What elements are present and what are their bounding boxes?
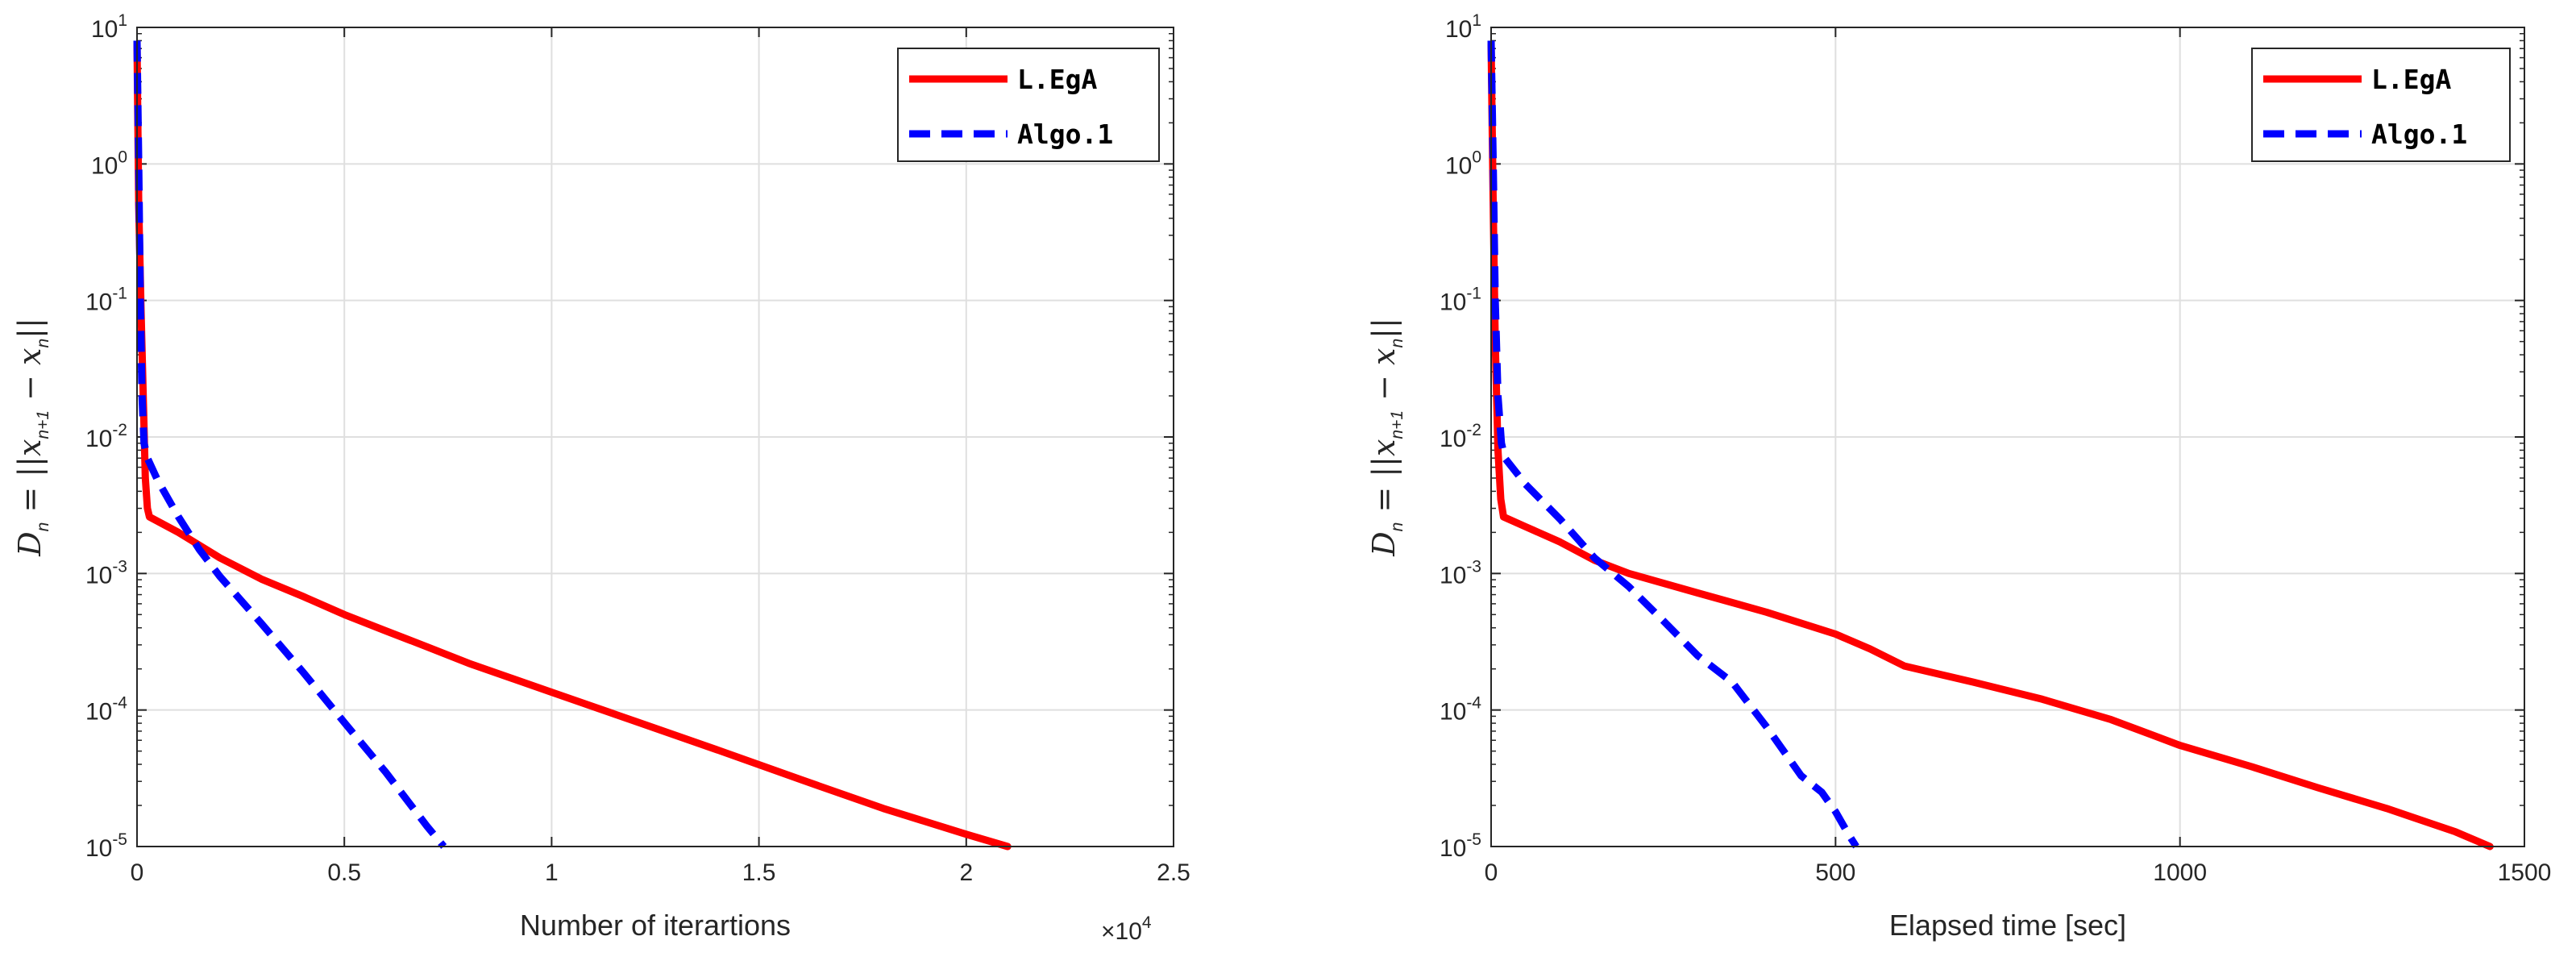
x-tick-label: 1 bbox=[545, 859, 559, 886]
legend-box bbox=[2251, 48, 2511, 162]
y-tick-label: 10-5 bbox=[85, 830, 127, 862]
x-axis-label: Elapsed time [sec] bbox=[1889, 909, 2126, 942]
legend-label-algo1: Algo.1 bbox=[2371, 119, 2467, 150]
axes-box bbox=[1490, 27, 2525, 847]
x-tick-label: 2.5 bbox=[1157, 859, 1190, 886]
y-axis-label: Dn = ||xn+1 − xn|| bbox=[12, 318, 52, 557]
y-tick-label: 100 bbox=[91, 148, 127, 179]
axes-box bbox=[136, 27, 1174, 847]
legend-label-lega: L.EgA bbox=[2371, 64, 2451, 95]
legend-box bbox=[897, 48, 1160, 162]
y-tick-label: 10-4 bbox=[85, 694, 127, 726]
x-tick-label: 2 bbox=[959, 859, 973, 886]
y-tick-label: 10-1 bbox=[1440, 285, 1481, 316]
legend-label-lega: L.EgA bbox=[1017, 64, 1097, 95]
x-exponent-label: ×104 bbox=[1101, 913, 1152, 945]
series-line-algo1 bbox=[1487, 40, 1859, 849]
legend-label-algo1: Algo.1 bbox=[1017, 119, 1113, 150]
x-tick-label: 1000 bbox=[2153, 859, 2207, 886]
x-tick-label: 0 bbox=[131, 859, 144, 886]
chart-panel-1: 0 0.5 1 1.5 2 2.5 101 100 10-1 10-2 10-3 10-4 10-5 ×1… bbox=[12, 11, 1190, 945]
x-tick-label: 1.5 bbox=[742, 859, 776, 886]
chart-panel-2: 0 500 1000 1500 101 100 10-1 10-2 10-3 10-4 10-5 El… bbox=[1366, 11, 2551, 942]
y-tick-label: 101 bbox=[91, 11, 127, 43]
series-line-lega bbox=[1487, 40, 2494, 851]
x-tick-label: 0.5 bbox=[327, 859, 361, 886]
y-tick-label: 10-4 bbox=[1440, 694, 1481, 726]
y-tick-label: 10-1 bbox=[85, 285, 127, 316]
y-axis-label: Dn = ||xn+1 − xn|| bbox=[1366, 318, 1406, 557]
y-tick-label: 101 bbox=[1445, 11, 1481, 43]
legend: L.EgA Algo.1 bbox=[2251, 48, 2511, 162]
legend: L.EgA Algo.1 bbox=[897, 48, 1160, 162]
y-tick-label: 10-5 bbox=[1440, 830, 1481, 862]
x-tick-label: 0 bbox=[1485, 859, 1498, 886]
y-tick-label: 100 bbox=[1445, 148, 1481, 179]
y-tick-label: 10-3 bbox=[1440, 557, 1481, 589]
y-tick-label: 10-3 bbox=[85, 557, 127, 589]
x-axis-label: Number of iterartions bbox=[520, 909, 791, 942]
y-tick-label: 10-2 bbox=[1440, 421, 1481, 452]
x-tick-label: 500 bbox=[1815, 859, 1855, 886]
y-tick-label: 10-2 bbox=[85, 421, 127, 452]
x-tick-label: 1500 bbox=[2498, 859, 2552, 886]
series-line-algo1 bbox=[133, 40, 447, 849]
